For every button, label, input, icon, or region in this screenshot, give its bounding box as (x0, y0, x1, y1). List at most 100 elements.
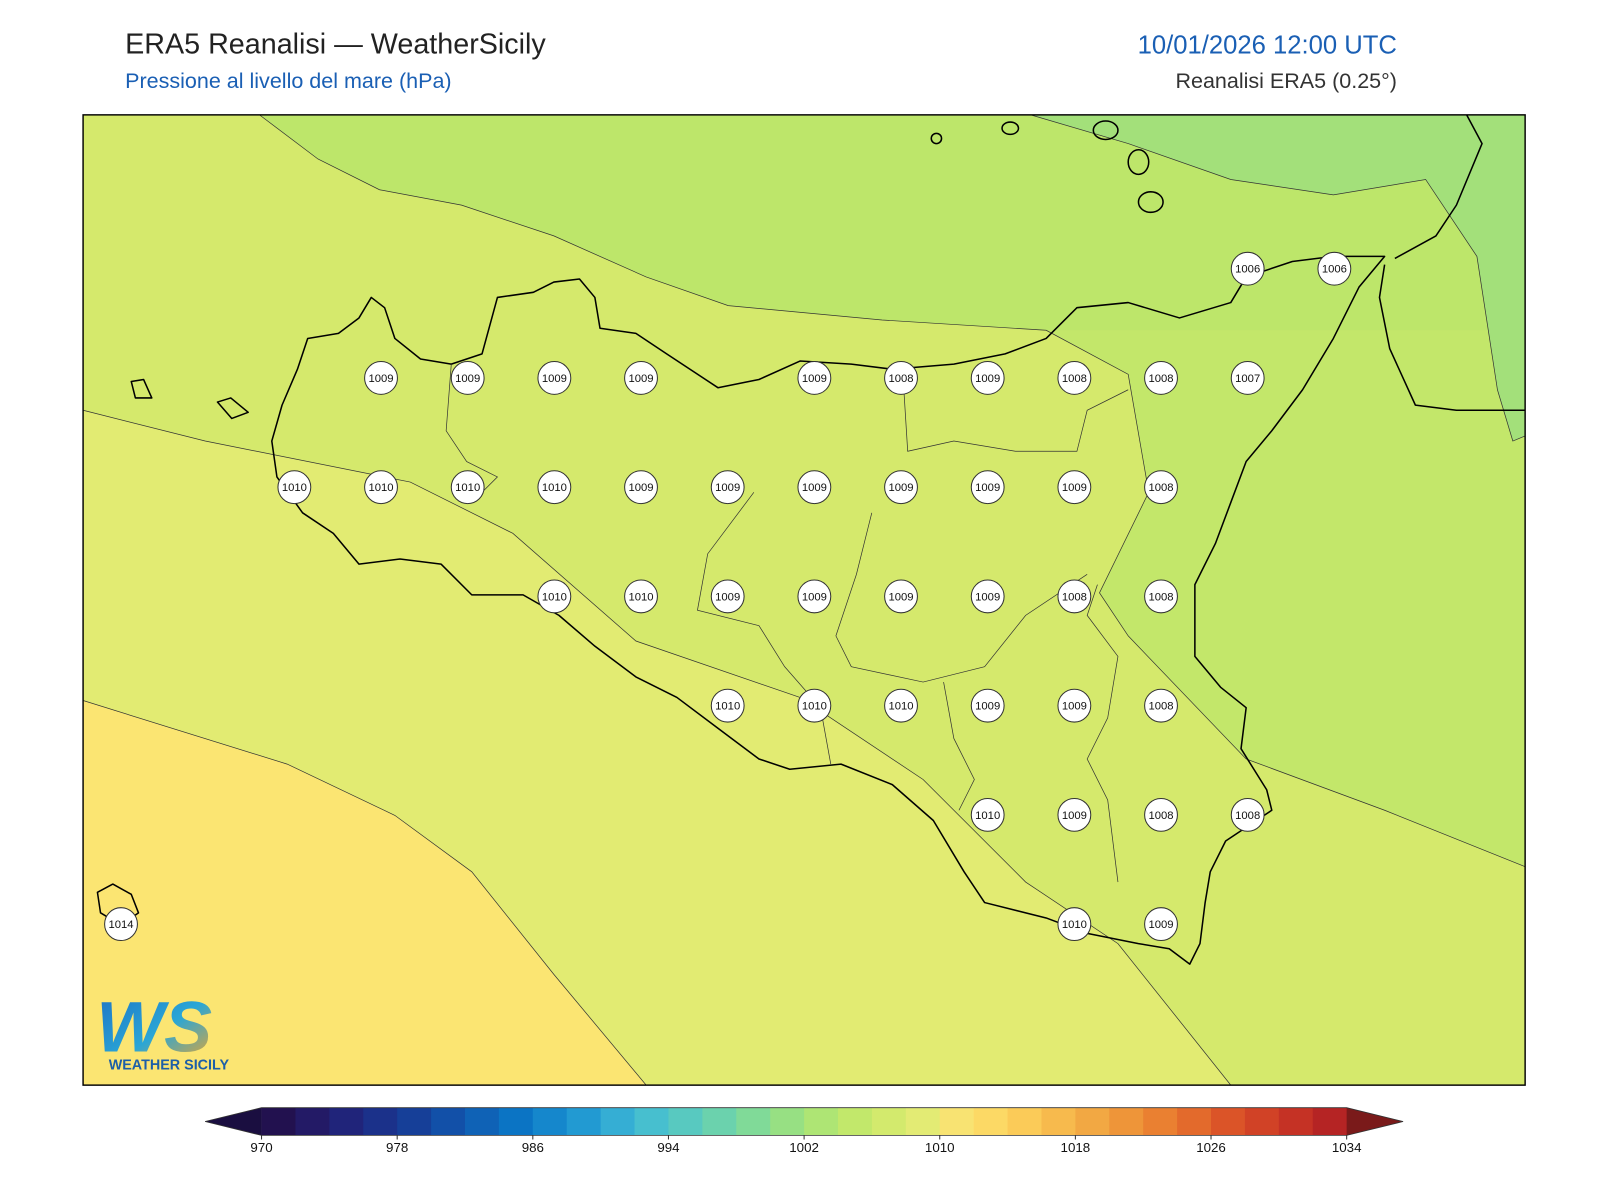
station: 1014 (104, 907, 138, 942)
station: 1009 (970, 361, 1005, 395)
colorbar-bin (600, 1107, 636, 1136)
station: 1009 (797, 361, 832, 395)
colorbar-tick-label: 978 (386, 1140, 408, 1155)
station-marker (364, 470, 398, 505)
colorbar-bin (1007, 1107, 1042, 1136)
station-value: 1009 (975, 591, 1000, 603)
station-marker (537, 579, 572, 614)
colorbar-bin (1109, 1107, 1144, 1136)
colorbar-bin (1312, 1107, 1348, 1136)
station: 1008 (1144, 470, 1178, 505)
colorbar-bin (702, 1107, 737, 1136)
colorbar-tick-label: 1002 (789, 1140, 819, 1155)
station: 1009 (710, 470, 745, 505)
station-marker (450, 361, 485, 395)
colorbar-bin (431, 1107, 466, 1136)
isobar (259, 114, 1526, 867)
colorbar-bin (1278, 1107, 1314, 1136)
colorbar-bin (1244, 1107, 1280, 1136)
station: 1009 (884, 579, 918, 614)
colorbar-extend-low (205, 1107, 262, 1136)
colorbar-tick-label: 970 (250, 1140, 272, 1155)
station: 1009 (970, 579, 1005, 614)
station-value: 1008 (1148, 482, 1173, 494)
station: 1010 (624, 579, 658, 614)
station-value: 1008 (1062, 591, 1087, 603)
colorbar-bin (363, 1107, 398, 1136)
station-value: 1010 (368, 482, 393, 494)
source: Reanalisi ERA5 (0.25°) (1175, 69, 1396, 93)
coastline-calabria (1378, 114, 1526, 412)
station-value: 1009 (802, 591, 827, 603)
colorbar-bin (261, 1107, 296, 1136)
station: 1008 (1057, 361, 1092, 395)
colorbar-bin (905, 1107, 941, 1136)
station-value: 1006 (1235, 264, 1260, 276)
station-marker (970, 579, 1005, 614)
station-marker (797, 688, 832, 723)
colorbar-bin (634, 1107, 669, 1136)
station-value: 1008 (1148, 591, 1173, 603)
station-value: 1009 (975, 373, 1000, 385)
colorbar-bin (736, 1107, 771, 1136)
colorbar-bin (1211, 1107, 1246, 1136)
station-marker (624, 579, 658, 614)
station: 1008 (1057, 579, 1092, 614)
station: 1009 (1144, 907, 1178, 942)
station: 1009 (450, 361, 485, 395)
station-marker (1057, 797, 1092, 832)
station-marker (1057, 907, 1092, 942)
station: 1009 (1057, 688, 1092, 723)
datetime: 10/01/2026 12:00 UTC (1138, 31, 1397, 59)
station: 1009 (624, 470, 658, 505)
station: 1009 (797, 579, 832, 614)
station-marker (1057, 579, 1092, 614)
station-value: 1009 (802, 373, 827, 385)
colorbar-tick-label: 1026 (1196, 1140, 1226, 1155)
station-marker (1230, 251, 1265, 286)
station-marker (450, 470, 485, 505)
station: 1009 (797, 470, 832, 505)
station-value: 1009 (975, 482, 1000, 494)
colorbar-tick-label: 994 (657, 1140, 680, 1155)
station-value: 1010 (715, 701, 740, 713)
station: 1006 (1317, 251, 1352, 286)
station-value: 1007 (1235, 373, 1260, 385)
station: 1008 (1144, 579, 1178, 614)
station-marker (797, 361, 832, 395)
colorbar-bin (498, 1107, 534, 1136)
colorbar-bin (1143, 1107, 1178, 1136)
logo-mark: WS (96, 987, 212, 1067)
colorbar-bin (397, 1107, 432, 1136)
station: 1010 (970, 797, 1005, 832)
colorbar-bin (566, 1107, 602, 1136)
station-marker (884, 688, 918, 723)
station-marker (884, 361, 918, 395)
station-value: 1006 (1322, 264, 1347, 276)
station-value: 1014 (108, 919, 133, 931)
station-marker (884, 579, 918, 614)
station-value: 1009 (1062, 810, 1087, 822)
station-value: 1009 (1062, 482, 1087, 494)
station-marker (104, 907, 138, 942)
colorbar-bin (329, 1107, 364, 1136)
station: 1010 (537, 470, 572, 505)
station-value: 1008 (1148, 810, 1173, 822)
title: ERA5 Reanalisi — WeatherSicily (125, 28, 546, 60)
station: 1008 (1144, 688, 1178, 723)
subtitle: Pressione al livello del mare (hPa) (125, 69, 451, 93)
station-value: 1008 (1235, 810, 1260, 822)
station-value: 1010 (975, 810, 1000, 822)
colorbar-bin (295, 1107, 330, 1136)
station-marker (797, 470, 832, 505)
colorbar-bin (939, 1107, 975, 1136)
station-value: 1009 (715, 591, 740, 603)
station-value: 1009 (1148, 919, 1173, 931)
station-marker (970, 361, 1005, 395)
logo-name: WEATHER SICILY (109, 1058, 230, 1074)
colorbar-bin (973, 1107, 1009, 1136)
station: 1010 (277, 470, 312, 505)
station-value: 1009 (888, 482, 913, 494)
colorbar-bin (871, 1107, 907, 1136)
